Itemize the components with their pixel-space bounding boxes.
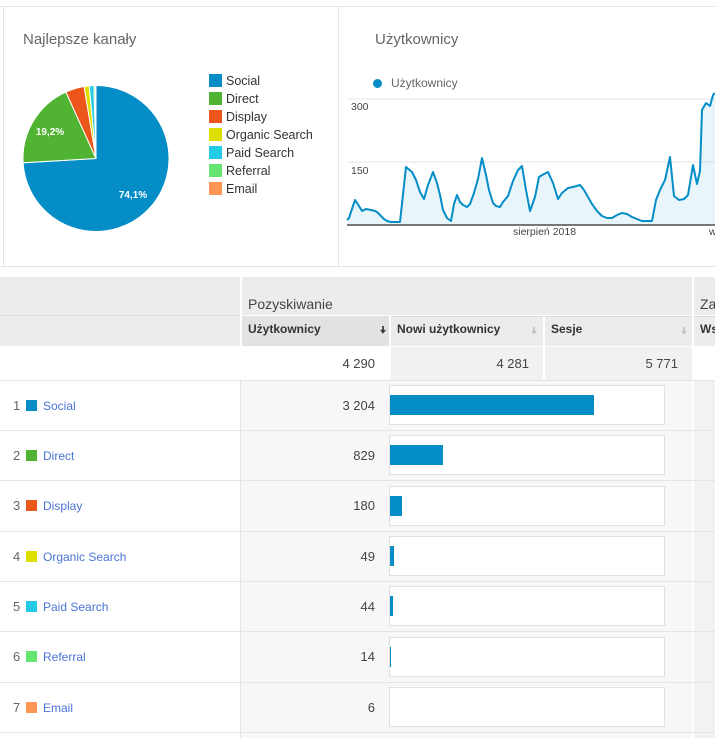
svg-text:74,1%: 74,1% (119, 190, 147, 201)
svg-text:19,2%: 19,2% (36, 127, 64, 138)
